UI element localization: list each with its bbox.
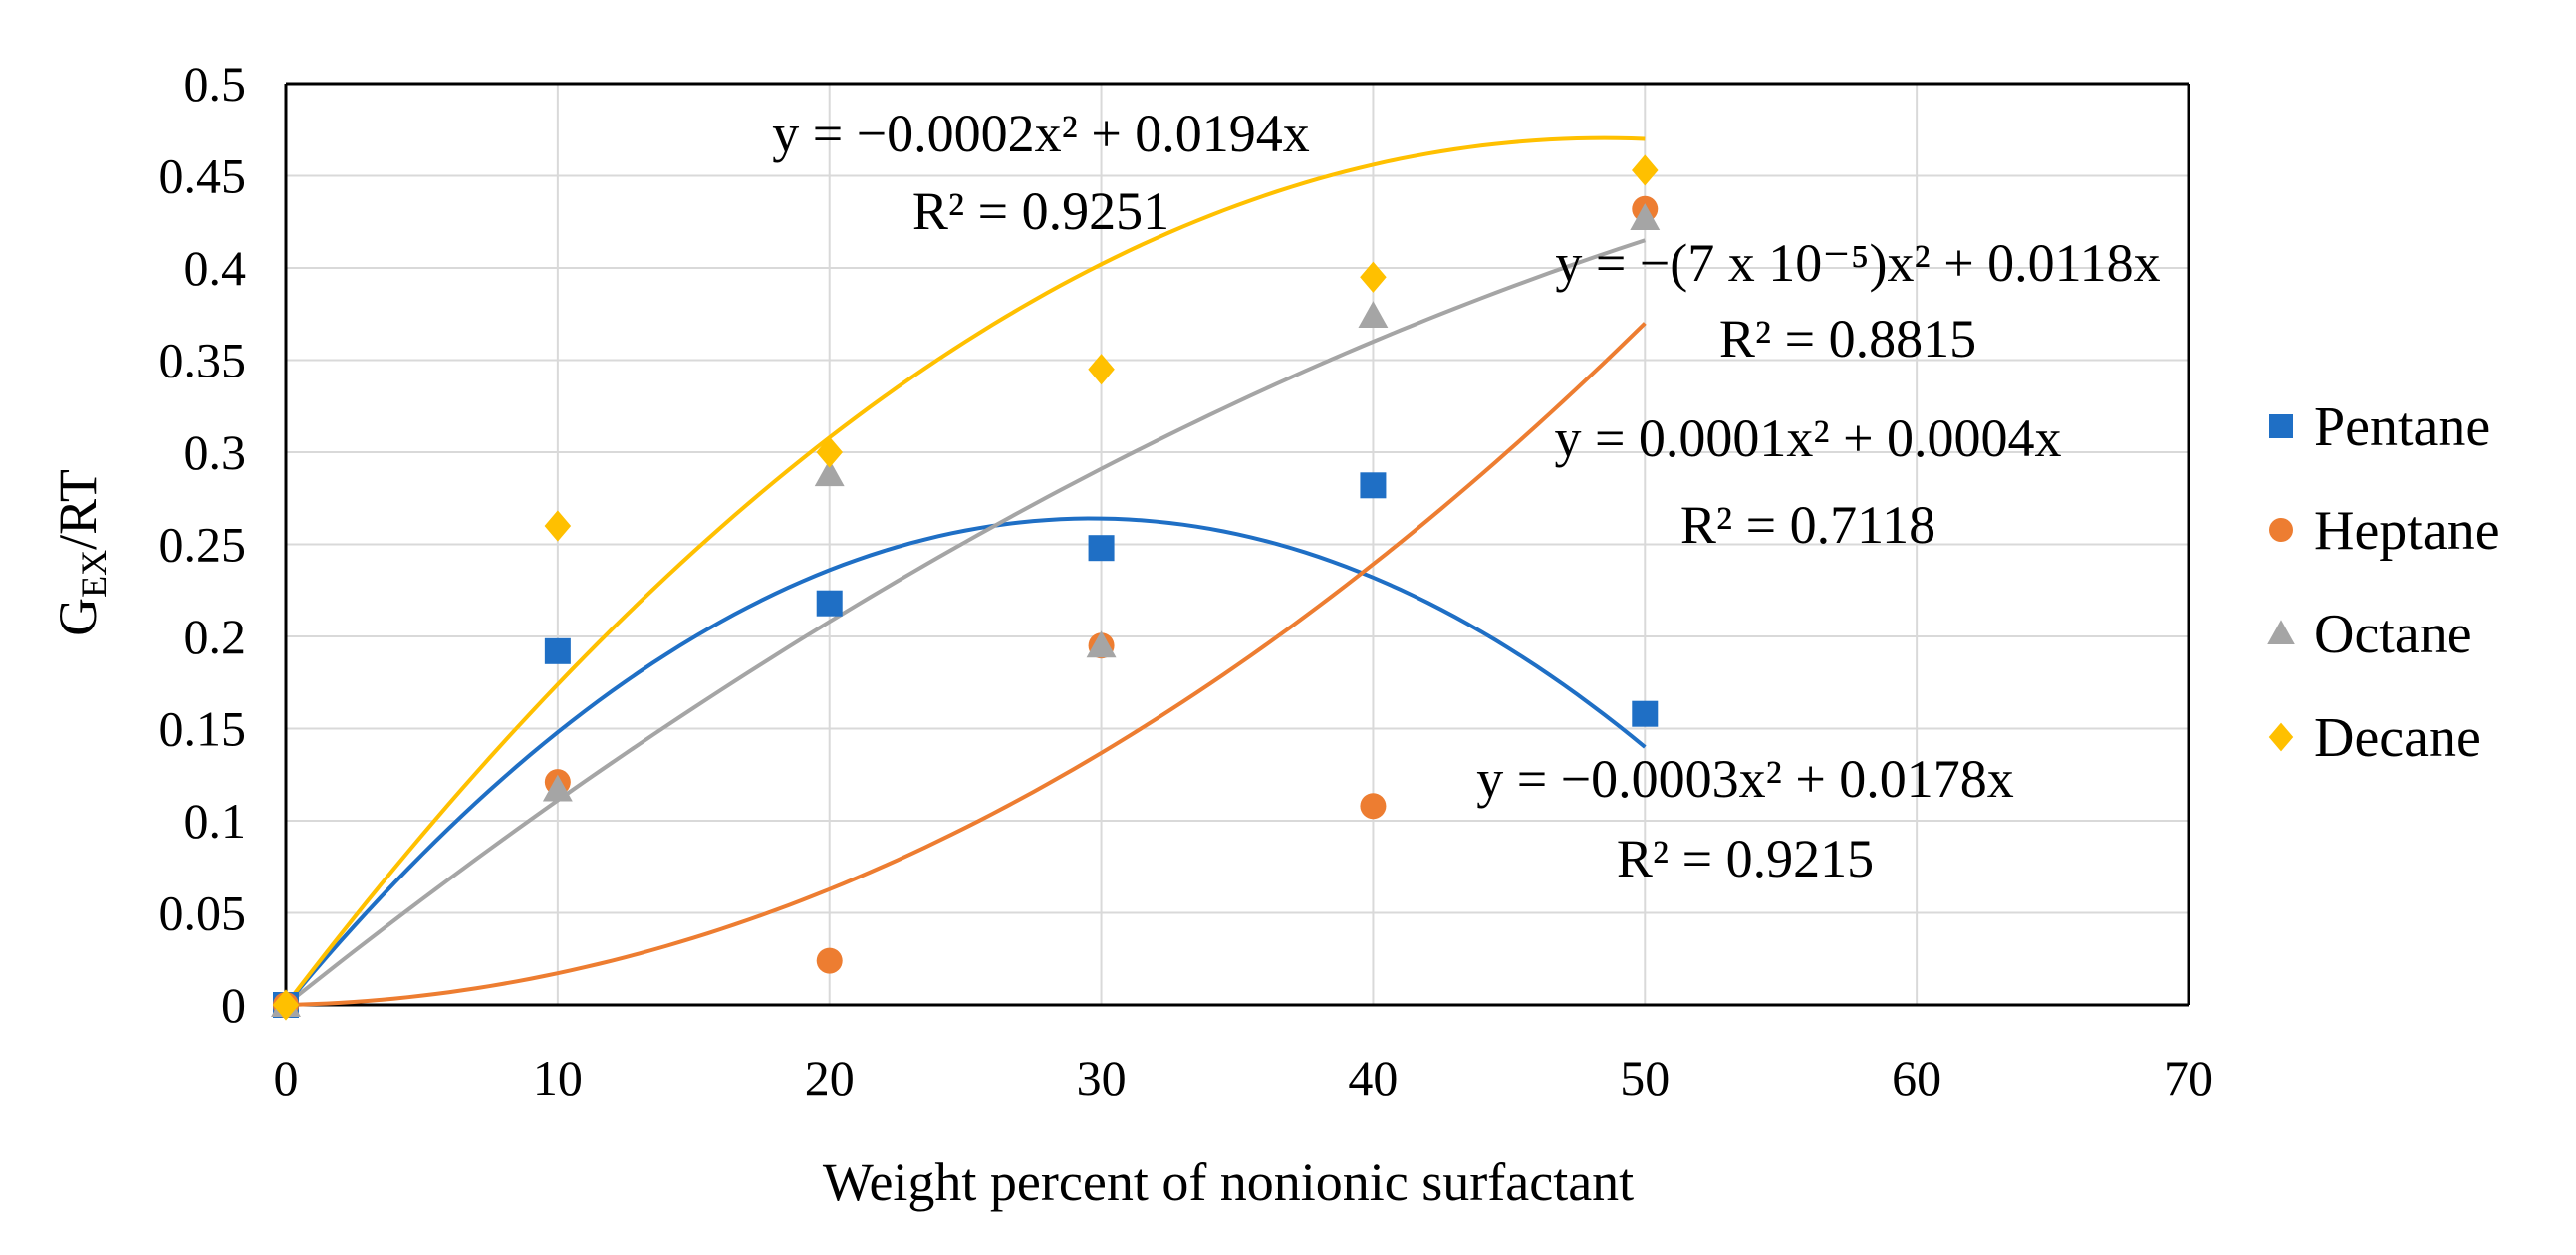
y-axis-title-suffix: /RT <box>48 469 108 550</box>
x-tick-label: 60 <box>1892 1050 1941 1106</box>
legend-item-heptane: Heptane <box>2269 500 2500 562</box>
point-decane <box>816 436 843 468</box>
legend: Pentane Heptane Octane Decane <box>2267 396 2500 769</box>
point-pentane <box>544 637 571 664</box>
point-pentane <box>1088 535 1115 562</box>
point-heptane <box>1360 793 1387 820</box>
y-tick-label: 0.25 <box>159 517 247 573</box>
point-octane <box>1086 630 1117 658</box>
x-tick-label: 10 <box>533 1050 583 1106</box>
point-octane <box>542 774 573 802</box>
point-heptane <box>816 947 843 974</box>
y-axis-title-main: G <box>48 598 108 636</box>
y-tick-label: 0.3 <box>184 424 247 480</box>
point-decane <box>1088 354 1115 385</box>
equation-octane-text: y = −(7 x 10⁻⁵)x² + 0.0118x <box>1555 233 2160 293</box>
r2-decane-text: R² = 0.9251 <box>912 181 1169 241</box>
r2-pentane-text: R² = 0.9215 <box>1617 829 1874 888</box>
x-axis-title: Weight percent of nonionic surfactant <box>823 1152 1634 1212</box>
equation-octane: y = −(7 x 10⁻⁵)x² + 0.0118x R² = 0.8815 <box>1555 233 2160 369</box>
legend-marker-decane <box>2268 722 2294 752</box>
equation-decane-text: y = −0.0002x² + 0.0194x <box>772 104 1310 163</box>
legend-marker-heptane <box>2269 518 2293 542</box>
legend-label-heptane: Heptane <box>2314 500 2500 562</box>
point-octane <box>814 459 845 487</box>
y-tick-label: 0.2 <box>184 609 247 664</box>
r2-octane-text: R² = 0.8815 <box>1719 309 1976 369</box>
point-decane <box>272 989 300 1021</box>
x-tick-label: 40 <box>1348 1050 1398 1106</box>
x-tick-label: 70 <box>2164 1050 2213 1106</box>
legend-label-decane: Decane <box>2314 707 2481 769</box>
equation-heptane-text: y = 0.0001x² + 0.0004x <box>1554 408 2061 468</box>
x-tick-label: 30 <box>1077 1050 1127 1106</box>
point-octane <box>1630 203 1661 231</box>
axes-layer <box>284 82 2190 1007</box>
legend-item-decane: Decane <box>2268 707 2481 769</box>
x-tick-label: 20 <box>805 1050 855 1106</box>
point-pentane <box>1360 472 1387 499</box>
legend-item-pentane: Pentane <box>2269 396 2490 458</box>
trend-layer <box>284 135 1647 1007</box>
legend-label-pentane: Pentane <box>2314 396 2490 458</box>
y-axis-title-subscript: EX <box>74 550 114 598</box>
y-tick-label: 0.1 <box>184 793 247 849</box>
trendline-octane <box>284 238 1646 1007</box>
x-tick-label: 0 <box>274 1050 299 1106</box>
point-decane <box>1632 154 1659 186</box>
y-tick-label: 0.35 <box>159 333 247 388</box>
equation-pentane: y = −0.0003x² + 0.0178x R² = 0.9215 <box>1476 749 2014 888</box>
y-tick-label: 0.45 <box>159 148 247 204</box>
y-tick-label: 0.05 <box>159 885 247 941</box>
legend-marker-octane <box>2267 620 2295 645</box>
y-axis-title: GEX/RT <box>48 469 114 636</box>
equation-heptane: y = 0.0001x² + 0.0004x R² = 0.7118 <box>1554 408 2061 555</box>
tick-layer: 0 0.05 0.1 0.15 0.2 0.25 0.3 0.35 0.4 0.45 0.5 0 10 2… <box>159 56 2214 1106</box>
point-pentane <box>1632 700 1659 727</box>
y-tick-label: 0.5 <box>184 56 247 112</box>
trendline-heptane <box>285 322 1647 1007</box>
point-decane <box>544 510 572 542</box>
y-tick-label: 0.4 <box>184 240 247 296</box>
point-pentane <box>816 590 843 617</box>
point-decane <box>1360 261 1387 293</box>
legend-marker-pentane <box>2269 414 2293 438</box>
y-tick-label: 0 <box>221 977 246 1033</box>
legend-label-octane: Octane <box>2314 604 2472 665</box>
r2-heptane-text: R² = 0.7118 <box>1680 495 1935 555</box>
point-layer <box>271 154 1661 1021</box>
equation-decane: y = −0.0002x² + 0.0194x R² = 0.9251 <box>772 104 1310 241</box>
equation-pentane-text: y = −0.0003x² + 0.0178x <box>1476 749 2014 809</box>
point-octane <box>1358 301 1389 329</box>
trendline-decane <box>284 135 1646 1007</box>
trendline-pentane <box>284 516 1647 1007</box>
y-tick-label: 0.15 <box>159 701 247 757</box>
legend-item-octane: Octane <box>2267 604 2472 665</box>
x-tick-label: 50 <box>1620 1050 1670 1106</box>
